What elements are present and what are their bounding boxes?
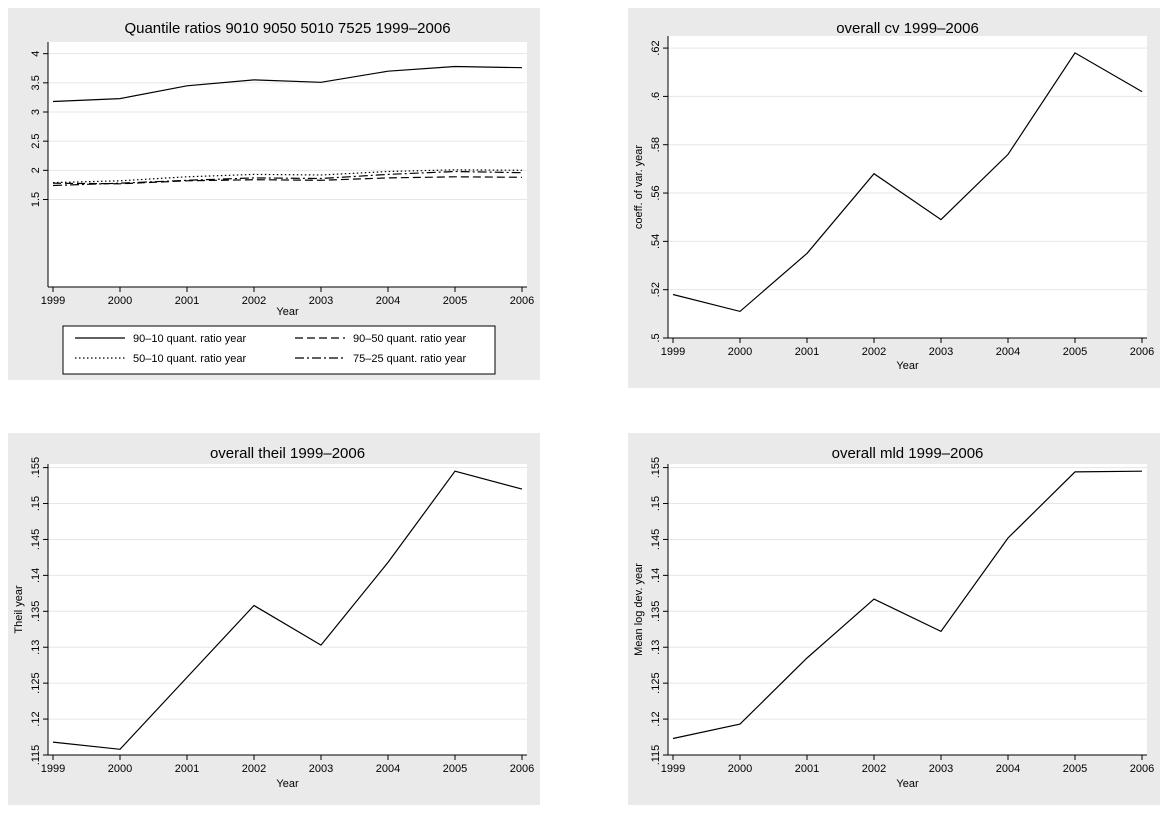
x-tick-label: 2002	[242, 763, 266, 775]
series-line-0	[52, 470, 523, 750]
chart-title: overall cv 1999–2006	[836, 20, 979, 37]
y-tick-label: .115	[30, 745, 42, 766]
y-tick-label: .115	[650, 745, 662, 766]
y-tick-label: .6	[650, 92, 662, 101]
x-tick-label: 1999	[41, 295, 65, 307]
x-axis-label: Year	[896, 360, 919, 372]
x-tick-label: 2005	[443, 763, 467, 775]
series-line-0	[672, 52, 1143, 313]
x-tick-label: 2003	[309, 295, 333, 307]
series-line-0	[672, 470, 1143, 740]
x-tick-label: 2006	[510, 295, 534, 307]
y-tick-label: .125	[650, 672, 662, 693]
plot-area	[668, 36, 1147, 338]
y-tick-label: .15	[30, 496, 42, 511]
x-tick-label: 2001	[795, 346, 819, 358]
overall-cv-panel: .5 .52 .54 .56 .58 .6 .62 1999 2000 2001 2002 2003 2…	[628, 8, 1160, 388]
x-axis-label: Year	[276, 306, 299, 318]
y-tick-label: .145	[30, 529, 42, 550]
plot-area	[48, 464, 527, 755]
x-tick-label: 2004	[996, 763, 1020, 775]
y-tick-label: .56	[650, 185, 662, 200]
x-tick-label: 2003	[929, 346, 953, 358]
overall-theil-chart: .115 .12 .125 .13 .135 .14 .145 .15 .155 1999 2000…	[13, 445, 534, 790]
legend-box	[62, 325, 496, 375]
x-tick-label: 2004	[376, 763, 400, 775]
series-line-3	[52, 170, 523, 187]
x-tick-label: 2004	[376, 295, 400, 307]
overall-cv-chart: .5 .52 .54 .56 .58 .6 .62 1999 2000 2001 2002 2003 2…	[633, 20, 1154, 372]
x-tick-label: 2000	[108, 295, 132, 307]
x-tick-label: 1999	[661, 346, 685, 358]
y-axis-label: Theil year	[13, 585, 25, 634]
y-tick-label: 2.5	[30, 134, 42, 149]
overall-mld-panel: .115 .12 .125 .13 .135 .14 .145 .15 .155 1999 2000…	[628, 433, 1160, 805]
series-line-0	[52, 65, 523, 103]
x-tick-label: 2005	[1063, 763, 1087, 775]
y-tick-label: 3.5	[30, 75, 42, 90]
y-tick-label: .145	[650, 529, 662, 550]
legend-label: 75–25 quant. ratio year	[353, 353, 466, 365]
y-tick-label: .62	[650, 40, 662, 55]
quantile-ratios-chart: 1.5 2 2.5 3 3.5 4 1999 2000 2001 2002 2003 2004 2005…	[30, 20, 534, 375]
x-tick-label: 1999	[41, 763, 65, 775]
x-tick-label: 2004	[996, 346, 1020, 358]
legend-label: 90–10 quant. ratio year	[133, 333, 246, 345]
x-axis-label: Year	[276, 778, 299, 790]
x-axis-label: Year	[896, 778, 919, 790]
overall-theil-panel: .115 .12 .125 .13 .135 .14 .145 .15 .155 1999 2000…	[8, 433, 540, 805]
x-tick-label: 2006	[1130, 346, 1154, 358]
y-tick-label: .125	[30, 672, 42, 693]
y-axis-label: Mean log dev. year	[633, 563, 645, 656]
x-tick-label: 2001	[175, 763, 199, 775]
y-tick-label: .52	[650, 282, 662, 297]
chart-title: overall theil 1999–2006	[210, 445, 365, 462]
y-tick-label: .13	[30, 640, 42, 655]
y-tick-label: 3	[30, 109, 42, 115]
x-tick-label: 2002	[242, 295, 266, 307]
x-tick-label: 2000	[728, 763, 752, 775]
y-tick-label: .155	[30, 457, 42, 478]
y-tick-label: .12	[30, 711, 42, 726]
x-tick-label: 2001	[795, 763, 819, 775]
legend-label: 50–10 quant. ratio year	[133, 353, 246, 365]
plot-area	[48, 42, 527, 287]
y-tick-label: .58	[650, 137, 662, 152]
x-tick-label: 2000	[108, 763, 132, 775]
y-tick-label: 4	[30, 51, 42, 57]
x-tick-label: 2006	[1130, 763, 1154, 775]
legend-label: 90–50 quant. ratio year	[353, 333, 466, 345]
x-tick-label: 2000	[728, 346, 752, 358]
x-tick-label: 2002	[862, 346, 886, 358]
y-tick-label: 1.5	[30, 192, 42, 207]
y-tick-label: .135	[30, 601, 42, 622]
x-tick-label: 2002	[862, 763, 886, 775]
overall-mld-chart: .115 .12 .125 .13 .135 .14 .145 .15 .155 1999 2000…	[633, 445, 1154, 790]
chart-title: Quantile ratios 9010 9050 5010 7525 1999…	[124, 20, 450, 37]
y-tick-label: .155	[650, 457, 662, 478]
y-tick-label: 2	[30, 167, 42, 173]
y-tick-label: .54	[650, 234, 662, 249]
y-tick-label: .5	[650, 333, 662, 342]
chart-title: overall mld 1999–2006	[832, 445, 984, 462]
y-axis-label: coeff. of var. year	[633, 145, 645, 230]
y-tick-label: .14	[30, 568, 42, 583]
x-tick-label: 2003	[929, 763, 953, 775]
y-tick-label: .15	[650, 496, 662, 511]
y-tick-label: .12	[650, 711, 662, 726]
y-tick-label: .135	[650, 601, 662, 622]
x-tick-label: 2001	[175, 295, 199, 307]
x-tick-label: 2005	[443, 295, 467, 307]
x-tick-label: 1999	[661, 763, 685, 775]
x-tick-label: 2005	[1063, 346, 1087, 358]
x-tick-label: 2006	[510, 763, 534, 775]
x-tick-label: 2003	[309, 763, 333, 775]
y-tick-label: .13	[650, 640, 662, 655]
quantile-ratios-panel: 1.5 2 2.5 3 3.5 4 1999 2000 2001 2002 2003 2004 2005…	[8, 8, 540, 380]
y-tick-label: .14	[650, 568, 662, 583]
series-line-1	[52, 176, 523, 185]
plot-area	[668, 464, 1147, 755]
